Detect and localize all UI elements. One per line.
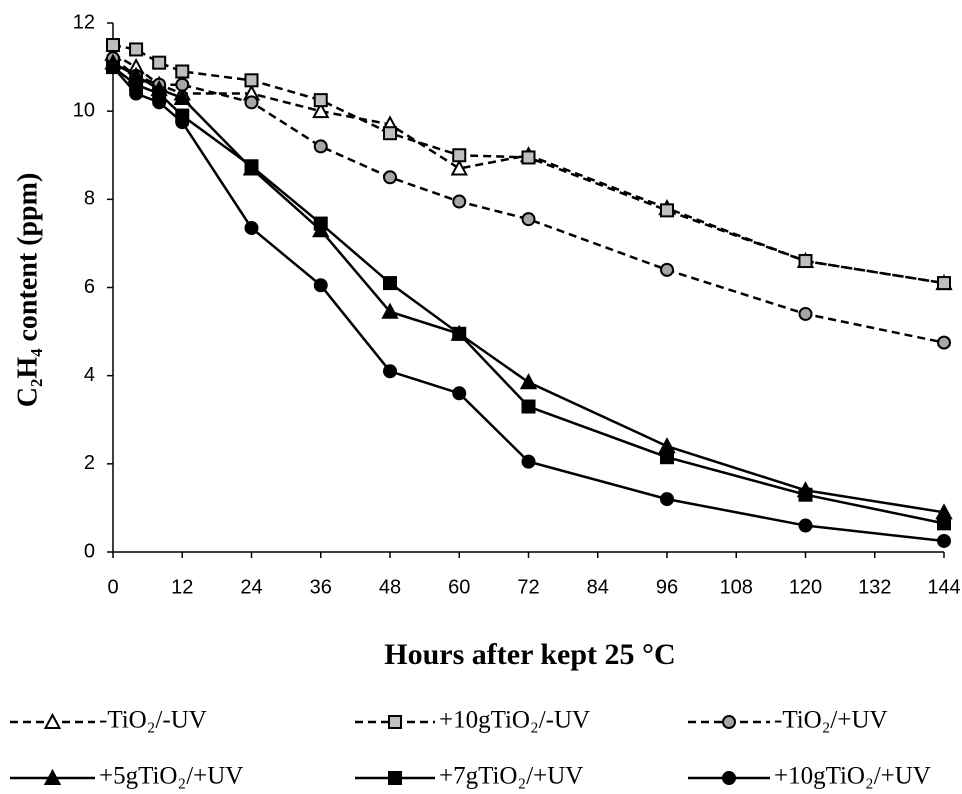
legend-label: +5gTiO₂/+UV <box>99 763 243 790</box>
legend-marker <box>722 715 736 729</box>
data-point <box>521 454 536 469</box>
data-point <box>452 194 467 209</box>
legend-label: +10gTiO₂/+UV <box>774 763 931 790</box>
legend-marker <box>388 715 402 729</box>
x-tick-label: 120 <box>789 576 822 598</box>
legend-label: -TiO₂/+UV <box>774 707 888 734</box>
data-point <box>313 139 328 154</box>
data-point <box>383 276 397 291</box>
x-tick-label: 48 <box>379 576 401 598</box>
data-point <box>175 64 190 79</box>
legend-marker <box>388 771 402 785</box>
data-point <box>313 278 328 293</box>
data-point <box>313 93 328 108</box>
data-point <box>452 148 467 163</box>
y-tick-label: 12 <box>73 11 95 33</box>
x-tick-label: 0 <box>107 576 118 598</box>
legend-label: +10gTiO₂/-UV <box>439 707 590 734</box>
legend-marker <box>722 771 736 785</box>
data-point <box>129 42 144 57</box>
data-point <box>383 364 397 379</box>
data-point <box>937 276 951 291</box>
data-point <box>312 102 330 119</box>
data-point <box>313 216 328 231</box>
data-point <box>106 38 120 53</box>
data-point <box>937 335 951 350</box>
y-tick-label: 6 <box>84 276 95 298</box>
data-point <box>937 516 951 531</box>
data-point <box>521 212 536 227</box>
legend-label: -TiO₂/-UV <box>99 707 207 734</box>
data-point <box>521 399 536 414</box>
x-tick-label: 60 <box>448 576 470 598</box>
y-tick-label: 8 <box>84 188 95 210</box>
legend-marker <box>43 712 62 729</box>
y-tick-label: 4 <box>84 364 95 386</box>
data-point <box>244 95 259 110</box>
data-point <box>381 302 399 319</box>
x-tick-label: 36 <box>310 576 332 598</box>
x-tick-label: 96 <box>656 576 678 598</box>
x-axis-title: Hours after kept 25 °C <box>384 638 675 671</box>
data-point <box>244 73 259 88</box>
series-line <box>112 61 945 514</box>
x-tick-label: 132 <box>858 576 891 598</box>
x-tick-label: 24 <box>240 576 262 598</box>
series-line <box>112 57 945 344</box>
x-tick-label: 108 <box>720 576 753 598</box>
legend-marker <box>43 768 62 785</box>
series-line <box>112 66 945 543</box>
data-point <box>660 262 674 277</box>
x-tick-label: 144 <box>927 576 960 598</box>
data-point <box>937 533 951 548</box>
data-point <box>244 220 259 235</box>
x-tick-label: 72 <box>517 576 539 598</box>
data-point <box>152 95 167 110</box>
data-point <box>798 518 813 533</box>
data-point <box>244 159 259 174</box>
data-point <box>452 326 467 341</box>
data-point <box>660 450 674 465</box>
y-tick-label: 0 <box>84 540 95 562</box>
y-axis-title: C₂H₄ content (ppm) <box>12 173 43 408</box>
data-point <box>452 386 467 401</box>
data-point <box>129 86 144 101</box>
data-point <box>798 306 813 321</box>
legend-label: +7gTiO₂/+UV <box>439 763 583 790</box>
data-point <box>521 150 536 165</box>
x-tick-label: 12 <box>171 576 193 598</box>
data-point <box>383 170 397 185</box>
y-tick-label: 2 <box>84 452 95 474</box>
data-point <box>173 88 191 105</box>
y-tick-label: 10 <box>73 99 95 121</box>
data-point <box>383 126 397 141</box>
x-tick-label: 84 <box>587 576 609 598</box>
data-point <box>106 60 120 75</box>
data-point <box>660 492 674 507</box>
data-point <box>798 487 813 502</box>
data-point <box>798 254 813 269</box>
data-point <box>152 55 167 70</box>
data-point <box>660 203 674 218</box>
data-point <box>519 373 538 390</box>
data-point <box>450 159 468 176</box>
data-point <box>175 115 190 130</box>
series-line <box>112 52 945 285</box>
